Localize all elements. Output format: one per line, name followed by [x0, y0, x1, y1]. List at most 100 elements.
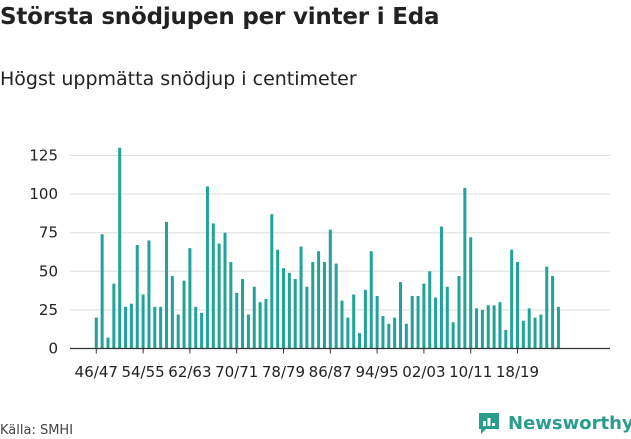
- bar: [533, 317, 537, 349]
- bar: [211, 223, 215, 349]
- source-label: Källa: SMHI: [0, 423, 74, 438]
- bar: [147, 240, 151, 349]
- bar: [451, 322, 455, 349]
- brand-logo[interactable]: Newsworthy: [476, 408, 631, 438]
- bar: [328, 229, 332, 349]
- bar: [100, 234, 104, 349]
- bar: [498, 302, 502, 349]
- bar: [188, 248, 192, 349]
- bar: [439, 226, 443, 349]
- bar: [235, 292, 239, 349]
- bar: [434, 297, 438, 349]
- x-tick-label: 18/19: [496, 363, 539, 381]
- bar: [340, 300, 344, 349]
- bar: [504, 329, 508, 349]
- bar: [129, 303, 133, 349]
- x-tick-label: 78/79: [262, 363, 305, 381]
- bar: [287, 272, 291, 349]
- bar: [416, 296, 420, 349]
- bar: [106, 337, 110, 349]
- x-tick-label: 54/55: [121, 363, 164, 381]
- bar: [346, 317, 350, 349]
- bar: [428, 271, 432, 349]
- bar: [404, 323, 408, 349]
- bar: [124, 306, 128, 349]
- bar: [363, 289, 367, 349]
- bar: [282, 268, 285, 349]
- bar: [492, 305, 496, 349]
- x-tick-label: 70/71: [215, 363, 258, 381]
- bar: [322, 262, 326, 349]
- bar: [293, 279, 297, 349]
- y-tick-label: 100: [29, 185, 58, 203]
- bar: [510, 249, 514, 349]
- bar: [410, 296, 414, 349]
- bar: [311, 262, 315, 349]
- bars: [94, 147, 560, 349]
- bar: [229, 262, 233, 349]
- bar: [375, 296, 379, 349]
- bar: [246, 314, 250, 349]
- bar: [252, 286, 256, 349]
- bar: [334, 263, 338, 349]
- bar: [176, 314, 180, 349]
- bar: [182, 280, 186, 349]
- bar: [258, 302, 262, 349]
- bar: [159, 306, 163, 349]
- bar: [539, 314, 543, 349]
- x-tick-label: 86/87: [309, 363, 352, 381]
- chart-title: Största snödjupen per vinter i Eda: [0, 4, 440, 30]
- bar: [276, 249, 280, 349]
- x-tick-label: 02/03: [402, 363, 445, 381]
- bar: [135, 245, 139, 349]
- bar: [393, 317, 397, 349]
- newsworthy-logo-icon: [479, 413, 499, 434]
- bar: [463, 187, 467, 349]
- x-tick-label: 94/95: [355, 363, 398, 381]
- y-tick-label: 0: [48, 340, 58, 358]
- bar: [205, 186, 209, 349]
- y-tick-label: 50: [39, 262, 58, 280]
- y-tick-label: 75: [39, 224, 58, 242]
- axes: 0 25 50 75 100 125 46/47 54/55 62/63 70/71 78/79 86…: [29, 147, 610, 381]
- bar: [545, 266, 549, 349]
- bar: [194, 306, 198, 349]
- bar: [422, 283, 426, 349]
- gridlines: [70, 155, 610, 311]
- chart-subtitle: Högst uppmätta snödjup i centimeter: [0, 68, 357, 90]
- bar: [264, 299, 268, 349]
- bar: [556, 306, 560, 349]
- bar: [486, 305, 490, 349]
- brand-name: Newsworthy: [508, 412, 631, 434]
- bar: [153, 306, 157, 349]
- y-tick-label: 25: [39, 301, 58, 319]
- bar: [369, 251, 373, 349]
- bar: [516, 262, 519, 349]
- bar: [170, 275, 174, 349]
- bar: [94, 317, 98, 349]
- x-tick-label: 10/11: [449, 363, 492, 381]
- y-tick-label: 125: [29, 147, 58, 165]
- bar: [480, 309, 484, 349]
- bar: [445, 286, 449, 349]
- bar: [399, 282, 402, 349]
- bar: [200, 312, 204, 349]
- bar: [270, 214, 274, 349]
- bar: [165, 221, 168, 349]
- bar: [112, 283, 116, 349]
- bar: [387, 323, 391, 349]
- bar: [217, 243, 221, 349]
- bar: [527, 308, 531, 349]
- bar: [352, 294, 356, 349]
- bar: [475, 308, 479, 349]
- bar: [521, 320, 525, 349]
- bar: [223, 232, 227, 349]
- x-tick-label: 62/63: [168, 363, 211, 381]
- bar: [381, 316, 385, 349]
- x-tick-label: 46/47: [75, 363, 118, 381]
- bar: [299, 246, 303, 349]
- bar: [118, 147, 122, 349]
- bar: [551, 275, 555, 349]
- bar: [317, 251, 321, 349]
- bar: [305, 286, 309, 349]
